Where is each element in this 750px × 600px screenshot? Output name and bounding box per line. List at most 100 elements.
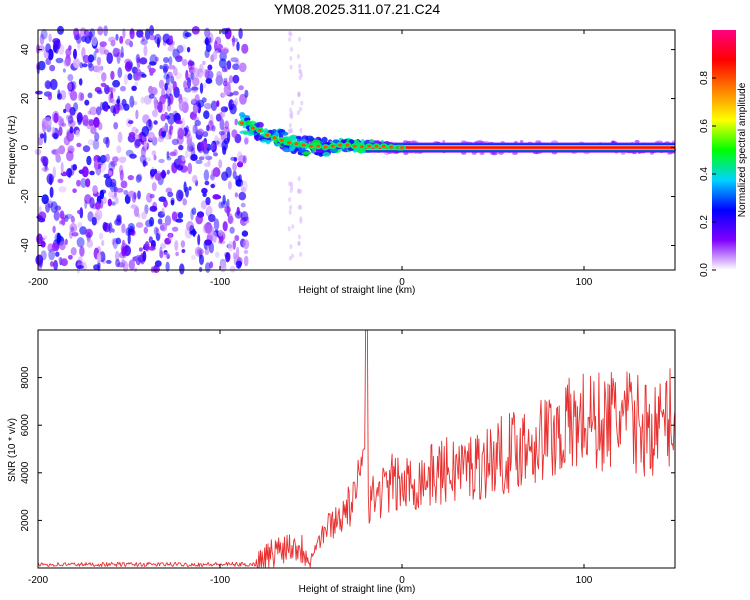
spectrogram-cell: [195, 159, 203, 165]
spectrogram-cell: [159, 250, 164, 259]
spectrogram-cell: [59, 241, 66, 251]
spectrogram-cell: [106, 52, 113, 64]
spectrogram-cell: [315, 149, 325, 153]
spectrogram-cell: [204, 180, 210, 186]
spectrogram-cell: [216, 100, 220, 107]
spectrogram-cell: [38, 45, 45, 52]
x-tick-label: 0: [399, 277, 405, 288]
spectrogram-cell: [121, 246, 127, 257]
spectrogram-cell: [180, 118, 185, 129]
spectrogram-cell: [102, 196, 107, 205]
spectrogram-cell: [89, 106, 98, 116]
spectrogram-cell: [43, 235, 48, 240]
spectrogram-cell: [93, 117, 100, 128]
spectrogram-cell: [128, 259, 135, 270]
spectrogram-cell: [238, 191, 247, 201]
spectrogram-cell: [220, 131, 227, 141]
spectrogram-cell: [300, 100, 304, 106]
spectrogram-cell: [246, 130, 255, 137]
spectrogram-cell: [164, 133, 171, 140]
spectrogram-cell: [200, 200, 207, 210]
spectrogram-cell: [63, 58, 71, 67]
spectrogram-cell: [194, 120, 201, 127]
spectrogram-cell: [137, 254, 145, 263]
spectrogram-cell: [244, 137, 249, 145]
spectrogram-cell: [144, 241, 150, 252]
spectrogram-cell: [85, 178, 91, 188]
spectrogram-cell: [213, 152, 218, 157]
spectrogram-cell: [227, 213, 233, 224]
spectrogram-cell: [140, 96, 145, 104]
spectrogram-cell: [197, 68, 204, 79]
spectrogram-cell: [209, 174, 214, 180]
spectrogram-cell: [199, 63, 204, 73]
spectrogram-cell: [141, 35, 145, 42]
spectrogram-cell: [322, 152, 331, 157]
spectrogram-cell: [92, 65, 101, 73]
spectrogram-cell: [81, 35, 87, 43]
spectrogram-cell: [92, 185, 98, 194]
spectrogram-cell: [160, 243, 167, 249]
spectrogram-cell: [321, 136, 328, 144]
colorbar-tick-label: 0.8: [699, 71, 710, 85]
spectrogram-cell: [222, 126, 230, 133]
spectrogram-cell: [136, 29, 144, 38]
spectrogram-cell: [244, 89, 249, 98]
spectrogram-frame: [37, 29, 676, 271]
spectrogram-cell: [218, 130, 225, 136]
spectrogram-cell: [207, 64, 213, 71]
spectrogram-cell: [108, 190, 114, 198]
spectrogram-cell: [227, 180, 232, 190]
spectrogram-cell: [620, 151, 626, 155]
spectrogram-cell: [232, 35, 235, 47]
spectrogram-cell: [85, 228, 93, 238]
spectrogram-cell: [93, 51, 97, 61]
spectrogram-cell: [297, 241, 301, 246]
spectrogram-cell: [176, 55, 183, 60]
colorbar-tick-label: 0.6: [699, 119, 710, 133]
spectrogram-cell: [165, 73, 170, 86]
spectrogram-cell: [38, 259, 43, 268]
spectrogram-cell: [193, 67, 200, 79]
spectrogram-cell: [87, 92, 93, 99]
spectrogram-cell: [121, 98, 127, 107]
spectrogram-cell: [289, 205, 293, 210]
spectrogram-cell: [171, 211, 178, 221]
spectrogram-cell: [299, 251, 303, 257]
spectrogram-cell: [216, 71, 223, 79]
spectrogram-cell: [162, 65, 168, 74]
spectrogram-cell: [208, 214, 216, 223]
spectrogram-cell: [176, 44, 184, 54]
spectrogram-cell: [240, 180, 248, 192]
spectrogram-cell: [206, 124, 210, 132]
spectrogram-cell: [100, 101, 104, 111]
spectrogram-cell: [94, 209, 103, 221]
spectrogram-y-axis-label: Frequency (Hz): [7, 116, 18, 185]
spectrogram-cell: [82, 54, 90, 64]
spectrogram-cell: [375, 140, 380, 143]
spectrogram-cell: [187, 162, 193, 175]
spectrogram-cell: [169, 151, 177, 157]
spectrogram-cell: [106, 259, 112, 264]
spectrogram-cell: [97, 122, 103, 131]
spectrogram-cell: [289, 112, 293, 118]
spectrogram-cell: [204, 40, 210, 45]
spectrogram-cell: [203, 162, 211, 168]
spectrogram-cell: [234, 235, 240, 242]
spectrogram-cell: [287, 226, 291, 232]
spectrogram-cell: [224, 106, 229, 112]
y-tick-label: -40: [20, 238, 31, 253]
spectrogram-ridge-cell: [250, 126, 255, 130]
spectrogram-cell: [125, 38, 132, 46]
spectrogram-cell: [165, 261, 170, 272]
spectrogram-cell: [102, 221, 108, 231]
spectrogram-cell: [69, 82, 73, 91]
spectrogram-cell: [161, 207, 165, 215]
colorbar-tick-label: 0.0: [699, 263, 710, 277]
spectrogram-cell: [204, 222, 213, 234]
spectrogram-cell: [84, 99, 90, 106]
spectrogram-cell: [187, 59, 193, 71]
spectrogram-cell: [143, 44, 148, 57]
spectrogram-cell: [103, 137, 109, 145]
spectrogram-cell: [119, 169, 124, 182]
